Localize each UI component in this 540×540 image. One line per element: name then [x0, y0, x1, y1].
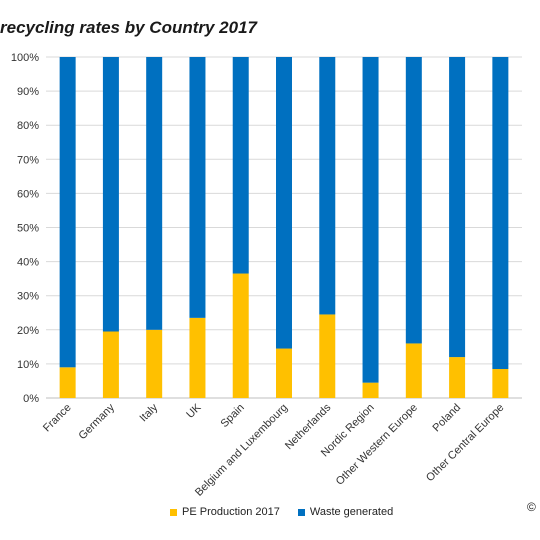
y-tick-label: 50% [17, 223, 39, 235]
bar-segment-pe-production [102, 331, 119, 398]
bar-segment-pe-production [189, 317, 206, 398]
bar-segment-waste-generated [449, 57, 466, 358]
chart-legend: PE Production 2017 Waste generated [170, 506, 393, 518]
y-tick-label: 70% [17, 154, 39, 166]
bars [59, 57, 509, 398]
bar-segment-pe-production [146, 329, 163, 398]
y-tick-label: 0% [23, 393, 39, 405]
bar-segment-pe-production [319, 314, 336, 398]
x-tick-label: Poland [430, 402, 463, 435]
legend-swatch-waste-generated [297, 508, 305, 516]
bar-segment-waste-generated [276, 57, 292, 349]
bar-segment-pe-production [232, 273, 249, 398]
x-tick-label: Other Central Europe [424, 402, 506, 484]
legend-label-pe-production: PE Production 2017 [182, 506, 280, 518]
x-tick-label: Italy [138, 401, 161, 424]
bar-segment-pe-production [276, 348, 292, 398]
x-tick-label: Belgium and Luxembourg [193, 402, 290, 499]
legend-item-waste-generated: Waste generated [297, 506, 394, 518]
bar-segment-waste-generated [102, 57, 119, 332]
bar-segment-pe-production [405, 343, 422, 398]
bar-segment-waste-generated [405, 57, 422, 344]
y-tick-label: 30% [17, 291, 39, 303]
bar-segment-waste-generated [59, 57, 76, 368]
bar-segment-waste-generated [146, 57, 163, 330]
y-tick-label: 10% [17, 359, 39, 371]
x-tick-label: Germany [77, 401, 118, 442]
bar-segment-waste-generated [189, 57, 206, 318]
x-tick-label: UK [184, 401, 204, 421]
bar-segment-waste-generated [319, 57, 336, 315]
y-tick-label: 100% [11, 52, 39, 64]
bar-segment-pe-production [492, 369, 509, 398]
y-tick-label: 90% [17, 86, 39, 98]
x-tick-label: France [41, 402, 74, 435]
bar-segment-waste-generated [232, 57, 249, 274]
x-tick-label: Spain [218, 402, 246, 430]
legend-swatch-pe-production [170, 508, 177, 516]
bar-segment-pe-production [362, 382, 379, 398]
bar-segment-pe-production [449, 357, 466, 398]
bar-segment-waste-generated [492, 57, 509, 370]
bar-segment-waste-generated [362, 57, 379, 383]
legend-item-pe-production: PE Production 2017 [170, 506, 280, 518]
x-tick-label: Other Western Europe [334, 402, 420, 488]
y-tick-label: 80% [17, 120, 39, 132]
y-tick-label: 40% [17, 257, 39, 269]
copyright-symbol: © [527, 500, 536, 514]
y-tick-label: 60% [17, 188, 39, 200]
legend-label-waste-generated: Waste generated [309, 506, 394, 518]
y-axis-ticks: 0% 10% 20% 30% 40% 50% 60% 70% 80% 90% 100% [11, 52, 39, 405]
chart-title: recycling rates by Country 2017 [0, 18, 258, 37]
bar-segment-pe-production [59, 367, 76, 398]
y-tick-label: 20% [17, 325, 39, 337]
